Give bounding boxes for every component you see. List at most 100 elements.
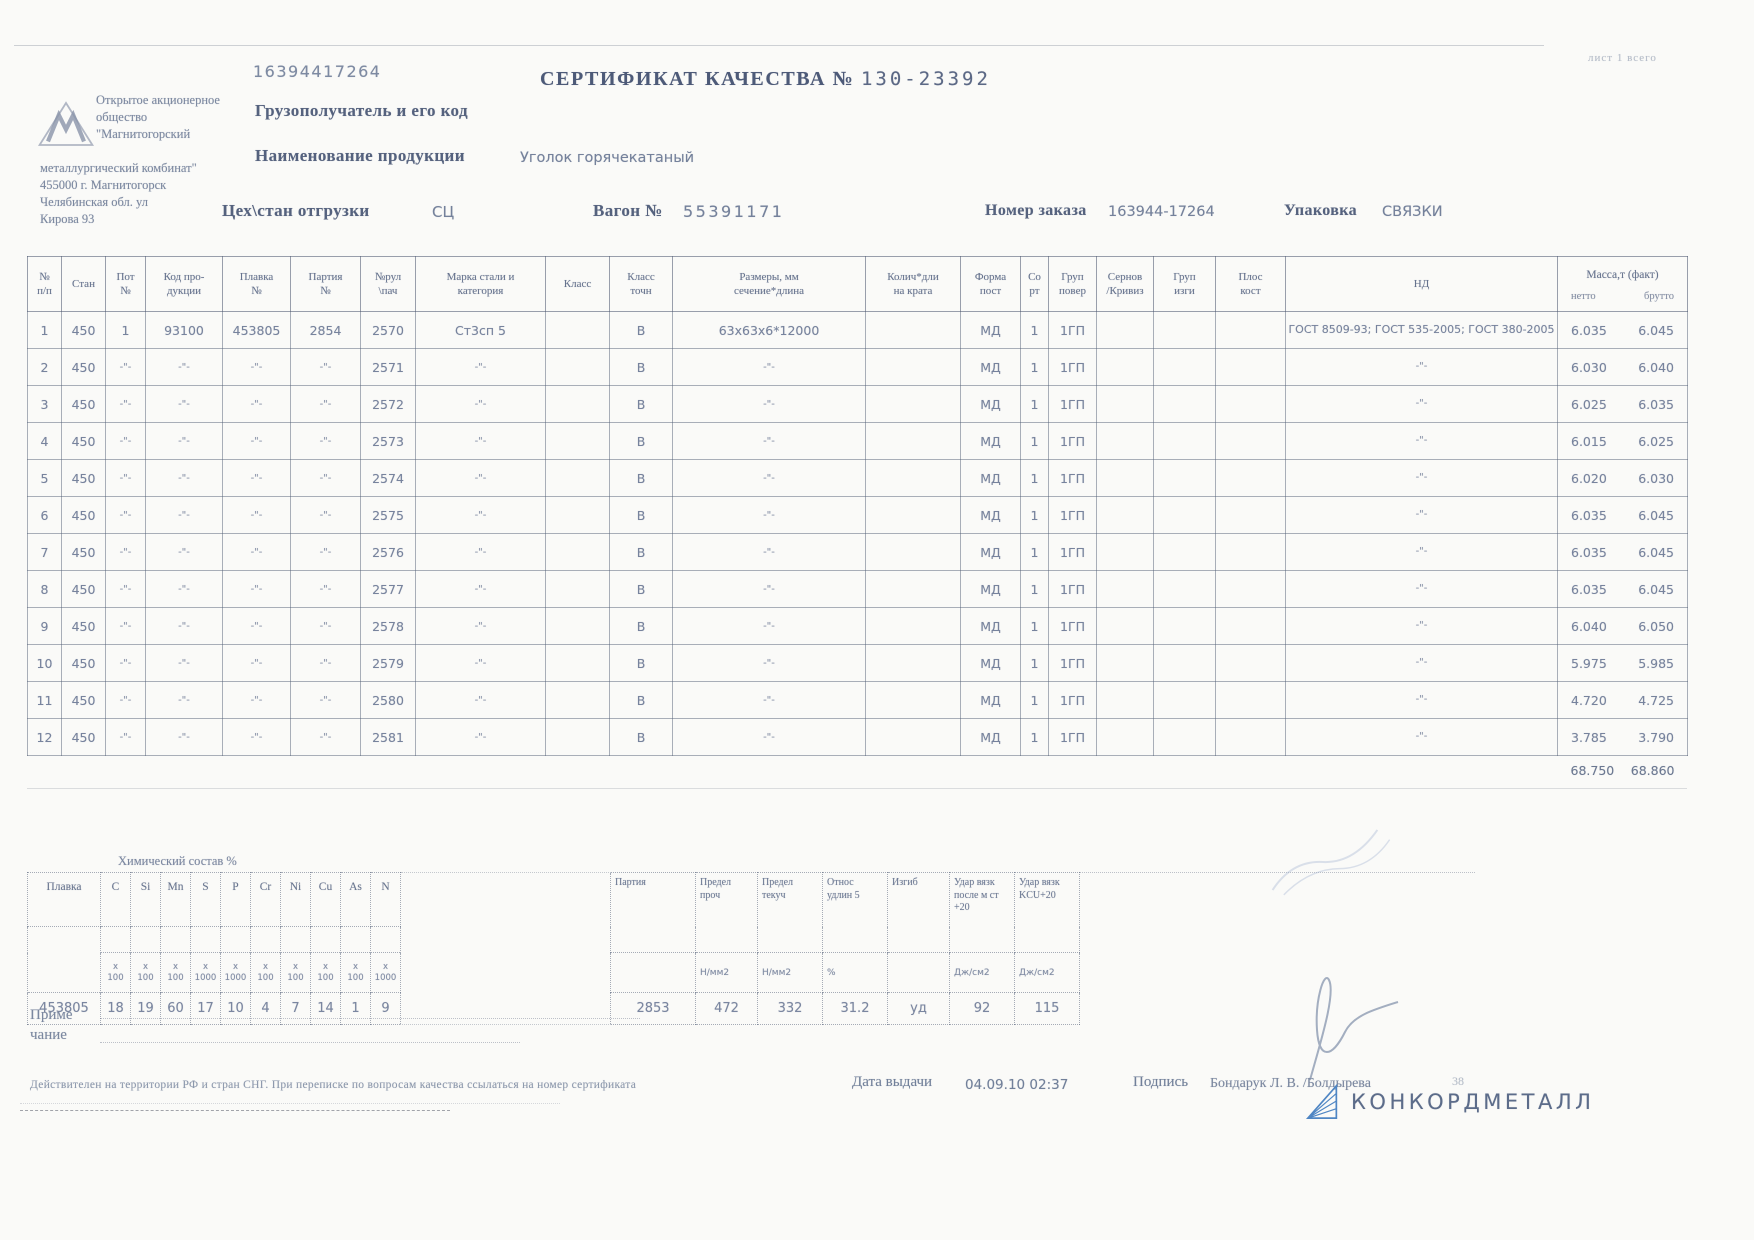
mass-netto: 6.035 (1571, 544, 1607, 560)
mass-brutto: 6.035 (1638, 396, 1674, 412)
signature-icon (1309, 977, 1399, 1081)
table-cell (865, 718, 961, 756)
element-header: Ni (280, 872, 311, 927)
table-cell: 9 (27, 607, 62, 645)
table-cell: 2573 (360, 422, 416, 460)
table-cell: МД (960, 348, 1021, 386)
element-value: 9 (370, 992, 401, 1025)
table-cell (1153, 348, 1216, 386)
mass-values: 6.015 6.025 (1558, 434, 1687, 449)
table-cell: -"- (105, 570, 146, 608)
table-cell: -"- (222, 533, 291, 571)
element-value: 60 (160, 992, 191, 1025)
table-cell: -"- (290, 607, 361, 645)
mech-value: уд (887, 992, 950, 1025)
certificate-number: 130-23392 (860, 68, 991, 90)
table-cell (1215, 348, 1286, 386)
mass-brutto: 5.985 (1638, 655, 1674, 671)
note-line-rule (100, 1042, 520, 1043)
table-cell: -"- (1285, 533, 1558, 571)
mass-values: 6.035 6.045 (1558, 545, 1687, 560)
table-cell (1215, 681, 1286, 719)
table-cell: 450 (61, 644, 106, 682)
spacer-cell (250, 926, 281, 953)
table-cell: -"- (415, 496, 546, 534)
column-header: №рул \пач (360, 256, 416, 312)
table-cell: -"- (415, 459, 546, 497)
table-cell: 1ГП (1048, 496, 1097, 534)
table-cell: -"- (105, 459, 146, 497)
table-cell: 1ГП (1048, 348, 1097, 386)
table-cell: 1ГП (1048, 607, 1097, 645)
table-cell (865, 385, 961, 423)
table-cell: 2578 (360, 607, 416, 645)
table-cell: -"- (415, 570, 546, 608)
table-cell: 2581 (360, 718, 416, 756)
chem-caption: Химический состав % (118, 854, 237, 868)
table-cell (545, 311, 610, 349)
brutto-label: брутто (1644, 290, 1674, 302)
table-cell (1096, 607, 1154, 645)
signature-extra: 38 (1452, 1074, 1464, 1088)
mass-brutto: 6.030 (1638, 470, 1674, 486)
table-cell: -"- (105, 681, 146, 719)
table-cell: -"- (222, 644, 291, 682)
table-row: 6 450 -"- -"- -"- -"- 2575 -"- В -"- МД 1 1ГП -"- 6.03… (27, 496, 1688, 534)
table-cell: -"- (105, 348, 146, 386)
spacer-cell (27, 952, 101, 993)
table-cell: 450 (61, 459, 106, 497)
table-cell (545, 459, 610, 497)
table-cell (865, 681, 961, 719)
issue-date-label: Дата выдачи (852, 1074, 933, 1090)
table-cell: МД (960, 644, 1021, 682)
spacer-cell (27, 926, 101, 953)
table-row: 10 450 -"- -"- -"- -"- 2579 -"- В -"- МД 1 1ГП -"- 5.9… (27, 644, 1688, 682)
table-cell: 1ГП (1048, 718, 1097, 756)
column-header: Со рт (1020, 256, 1049, 312)
mech-header: Относ удлин 5 (822, 872, 888, 953)
table-cell: 6 (27, 496, 62, 534)
mass-brutto: 6.050 (1638, 618, 1674, 634)
mass-brutto: 6.045 (1638, 507, 1674, 523)
column-header: Пот № (105, 256, 146, 312)
table-cell: -"- (415, 607, 546, 645)
total-netto: 68.750 (1570, 762, 1615, 778)
table-cell: 1ГП (1048, 385, 1097, 423)
spacer-cell (130, 926, 161, 953)
table-cell: -"- (1285, 718, 1558, 756)
table-cell (1153, 607, 1216, 645)
company-line: 455000 г. Магнитогорск (40, 177, 167, 192)
footer-rule (20, 1103, 560, 1104)
table-cell: 2 (27, 348, 62, 386)
netto-label: нетто (1571, 290, 1596, 302)
mass-brutto: 6.040 (1638, 359, 1674, 375)
table-cell: 2576 (360, 533, 416, 571)
table-cell (545, 607, 610, 645)
table-cell: -"- (1285, 644, 1558, 682)
table-cell (545, 570, 610, 608)
shop-label: Цех\стан отгрузки (222, 201, 370, 220)
spacer-cell (100, 926, 131, 953)
total-values: 68.750 68.860 (1558, 763, 1688, 778)
company-line: Челябинская обл. ул (40, 194, 148, 209)
table-cell: ГОСТ 8509-93; ГОСТ 535-2005; ГОСТ 380-20… (1285, 311, 1558, 349)
table-cell: 1 (1020, 533, 1049, 571)
main-table: № п/п Стан Пот № Код про- дукции Плавка № Пар… (27, 256, 1688, 784)
spacer-cell (220, 926, 251, 953)
mass-cell: 6.035 6.045 (1557, 570, 1688, 608)
doc-number: 16394417264 (253, 62, 382, 81)
table-cell (1096, 496, 1154, 534)
mech-value: 115 (1014, 992, 1080, 1025)
table-cell (1153, 422, 1216, 460)
mass-netto: 6.025 (1571, 396, 1607, 412)
table-cell (1215, 644, 1286, 682)
note-line-rule (100, 1018, 640, 1019)
spacer-cell (160, 926, 191, 953)
table-cell (1096, 533, 1154, 571)
order-label: Номер заказа (985, 202, 1087, 219)
table-cell: -"- (105, 533, 146, 571)
element-header: C (100, 872, 131, 927)
table-cell: МД (960, 718, 1021, 756)
spacer-cell (280, 926, 311, 953)
